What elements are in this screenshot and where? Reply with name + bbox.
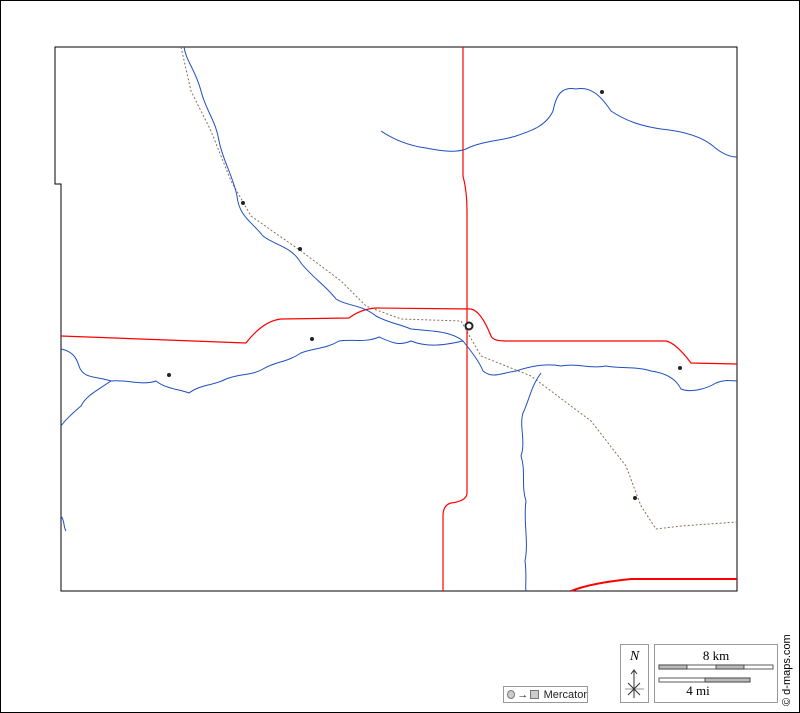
towns (167, 90, 682, 500)
scale-km-label: 8 km (702, 648, 730, 663)
road-north-south (442, 47, 468, 591)
river-west-edge (60, 515, 67, 532)
town-dot (298, 247, 302, 251)
river-main (60, 336, 738, 394)
river-south (520, 372, 542, 592)
scale-box: 8 km 4 mi (654, 644, 778, 703)
circle-icon (507, 690, 516, 699)
projection-label: → Mercator (503, 686, 588, 703)
north-label: N (629, 649, 640, 664)
river-northwest (183, 46, 464, 342)
arrow-icon: → (517, 688, 529, 701)
scale-bar-km-segment (658, 664, 688, 670)
projection-text: Mercator (543, 688, 587, 701)
river-northeast (380, 87, 738, 158)
river-southwest-branch (60, 380, 112, 427)
town-dot (241, 201, 245, 205)
road-east-west (60, 307, 738, 365)
north-arrow-icon (625, 669, 644, 698)
road-south (570, 578, 737, 592)
credit: © d-maps.com (781, 634, 793, 706)
rivers (60, 46, 738, 592)
county-border (54, 46, 738, 592)
town-dot (678, 366, 682, 370)
scale-bar-mi-segment (704, 677, 751, 683)
town-dot (310, 337, 314, 341)
town-dot (600, 90, 604, 94)
town-dot (633, 496, 637, 500)
scale-mi-label: 4 mi (686, 683, 710, 698)
roads (60, 47, 738, 592)
square-icon (530, 690, 539, 699)
scale-bars (658, 664, 774, 683)
scale-bar-km-segment (715, 664, 745, 670)
north-indicator: N (620, 644, 649, 703)
town-dot (167, 373, 171, 377)
railway (180, 46, 738, 530)
county-seat-circle (464, 321, 474, 331)
